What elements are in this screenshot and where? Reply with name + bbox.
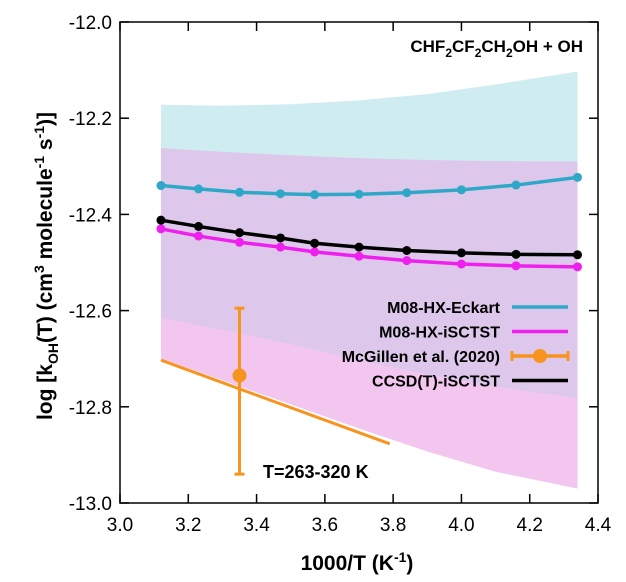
data-point: [573, 262, 583, 272]
y-tick-label: -12.2: [69, 109, 112, 130]
data-point: [310, 247, 320, 257]
x-tick-label: 3.6: [312, 515, 338, 536]
legend-label: M08-HX-iSCTST: [379, 325, 500, 342]
legend-label: McGillen et al. (2020): [342, 349, 500, 366]
data-point: [573, 172, 583, 182]
data-point: [354, 251, 364, 261]
x-tick-label: 4.2: [517, 515, 543, 536]
data-point: [354, 189, 364, 199]
series-line-4: [160, 218, 578, 257]
data-point: [194, 231, 204, 241]
temperature-range-annotation: T=263-320 K: [263, 462, 369, 482]
series-line-1: [160, 175, 578, 197]
data-point: [275, 233, 285, 243]
uncertainty-band-2: [160, 148, 578, 400]
data-point: [194, 221, 204, 231]
data-point: [456, 185, 466, 195]
data-point: [235, 187, 244, 197]
data-point: [275, 242, 285, 252]
series-line-2: [160, 227, 578, 269]
data-point: [275, 189, 285, 199]
plot-frame: [119, 21, 599, 504]
y-tick-label: -12.4: [69, 205, 113, 226]
axis-ticks: 3.0 3.2 3.4 3.6 3.8 4.0 4.2 4.4 -13.0 -12.8 -12.6 -…: [69, 13, 612, 536]
legend-label: M08-HX-Eckart: [387, 300, 501, 317]
mcgillen-fit-line-group: [160, 358, 391, 446]
data-point: [402, 188, 412, 198]
y-tick-label: -12.8: [69, 398, 112, 419]
legend: M08-HX-Eckart M08-HX-iSCTST McGillen et al…: [342, 300, 570, 391]
y-tick-label: -12.0: [69, 13, 112, 34]
uncertainty-band-1: [160, 71, 578, 162]
data-point: [511, 180, 521, 190]
data-point: [456, 248, 466, 258]
data-point: [156, 224, 166, 234]
x-tick-label: 3.4: [243, 515, 270, 536]
x-tick-label: 3.0: [107, 515, 133, 536]
data-point: [235, 237, 244, 247]
x-tick-label: 4.4: [585, 515, 612, 536]
data-point-mcgillen: [232, 368, 247, 383]
legend-marker: [533, 349, 547, 363]
x-tick-label: 3.2: [175, 515, 201, 536]
data-point: [310, 190, 320, 200]
y-axis-title: log [kOH(T) (cm3 molecule-1 s-1)]: [31, 112, 61, 420]
mcgillen-fit-line: [160, 358, 391, 446]
data-point: [456, 259, 466, 269]
series-group: [156, 172, 583, 272]
reaction-annotation: CHF2CF2CH2OH + OH: [410, 37, 583, 60]
data-point: [354, 242, 364, 252]
data-point: [511, 249, 521, 259]
data-point: [310, 238, 320, 248]
data-point: [511, 261, 521, 271]
x-tick-label: 4.0: [448, 515, 474, 536]
data-point: [194, 184, 204, 194]
error-bars-group: [232, 306, 247, 476]
x-axis-title: 1000/T (K-1): [301, 549, 414, 575]
data-point: [573, 250, 583, 260]
data-point: [235, 228, 244, 238]
legend-label: CCSD(T)-iSCTST: [372, 374, 500, 391]
uncertainty-band-3: [160, 317, 578, 489]
uncertainty-bands: [160, 71, 578, 489]
data-point: [156, 181, 166, 191]
y-tick-label: -13.0: [69, 494, 112, 515]
y-tick-label: -12.6: [69, 302, 112, 323]
x-tick-label: 3.8: [380, 515, 406, 536]
data-point: [402, 245, 412, 255]
data-point: [156, 215, 166, 225]
data-point: [402, 256, 412, 266]
